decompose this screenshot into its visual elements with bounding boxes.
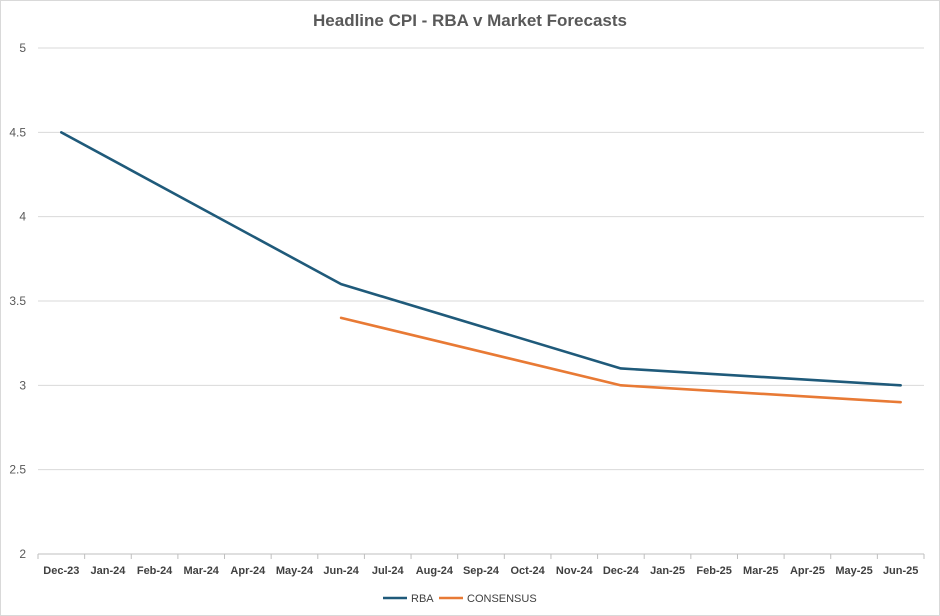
x-tick-label: Dec-24 <box>603 565 640 577</box>
gridlines <box>38 47 924 555</box>
legend-label-rba: RBA <box>411 593 434 605</box>
x-tick-label: Jan-25 <box>650 565 685 577</box>
x-tick-label: Apr-25 <box>790 565 825 577</box>
x-tick-label: Jun-25 <box>883 565 918 577</box>
x-tick-label: May-25 <box>835 565 872 577</box>
y-tick-label: 4 <box>19 210 26 224</box>
x-tick-label: Feb-25 <box>696 565 731 577</box>
legend: RBA CONSENSUS <box>383 593 537 605</box>
chart-title: Headline CPI - RBA v Market Forecasts <box>313 11 627 30</box>
legend-label-consensus: CONSENSUS <box>467 593 537 605</box>
y-tick-label: 3.5 <box>9 294 26 308</box>
x-tick-label: Jul-24 <box>372 565 405 577</box>
series-line-consensus <box>339 316 902 404</box>
y-tick-label: 3 <box>19 378 26 392</box>
y-tick-label: 5 <box>19 41 26 55</box>
x-tick-label: Sep-24 <box>463 565 500 577</box>
x-tick-label: Dec-23 <box>43 565 79 577</box>
y-tick-label: 2 <box>19 547 26 561</box>
x-tick-label: Mar-24 <box>183 565 219 577</box>
x-axis: Dec-23 Jan-24 Feb-24 Mar-24 Apr-24 May-24 Jun-… <box>37 554 925 577</box>
x-tick-label: Jun-24 <box>323 565 359 577</box>
y-tick-label: 2.5 <box>9 463 26 477</box>
x-tick-label: Apr-24 <box>230 565 266 577</box>
x-tick-label: Mar-25 <box>743 565 778 577</box>
x-tick-label: Jan-24 <box>91 565 127 577</box>
x-tick-label: Feb-24 <box>137 565 173 577</box>
y-tick-label: 4.5 <box>9 125 26 139</box>
x-tick-label: May-24 <box>276 565 314 577</box>
x-tick-label: Nov-24 <box>556 565 594 577</box>
x-tick-label: Oct-24 <box>511 565 546 577</box>
series-lines <box>60 131 902 404</box>
x-tick-label: Aug-24 <box>416 565 454 577</box>
y-axis-ticks: 2 2.5 3 3.5 4 4.5 5 <box>9 41 26 561</box>
series-line-rba <box>60 131 902 387</box>
